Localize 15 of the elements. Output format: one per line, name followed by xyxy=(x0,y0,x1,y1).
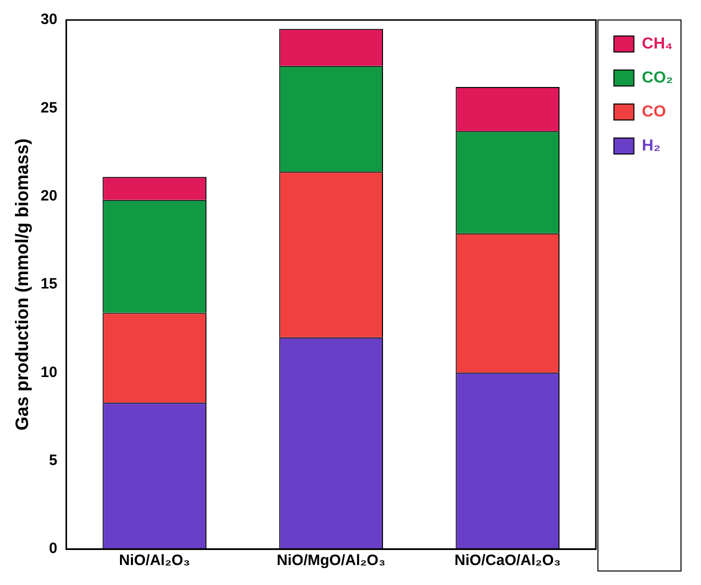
legend-label: CO xyxy=(642,103,666,120)
legend-label: CH₄ xyxy=(642,35,673,52)
legend-label: H₂ xyxy=(642,137,661,154)
y-tick-label: 0 xyxy=(48,540,58,558)
x-tick-label: NiO/CaO/Al₂O₃ xyxy=(454,552,561,570)
y-tick-label: 15 xyxy=(40,276,58,293)
y-tick-label: 20 xyxy=(40,187,58,204)
legend-label: CO₂ xyxy=(642,69,673,86)
y-tick-label: 10 xyxy=(40,364,58,381)
y-tick-label: 25 xyxy=(40,99,58,116)
x-tick-label: NiO/MgO/Al₂O₃ xyxy=(276,552,386,570)
y-tick-label: 30 xyxy=(40,11,58,28)
y-tick-label: 5 xyxy=(48,452,58,469)
x-tick-label: NiO/Al₂O₃ xyxy=(119,552,190,570)
y-axis-title: Gas production (mmol/g biomass) xyxy=(12,138,32,431)
